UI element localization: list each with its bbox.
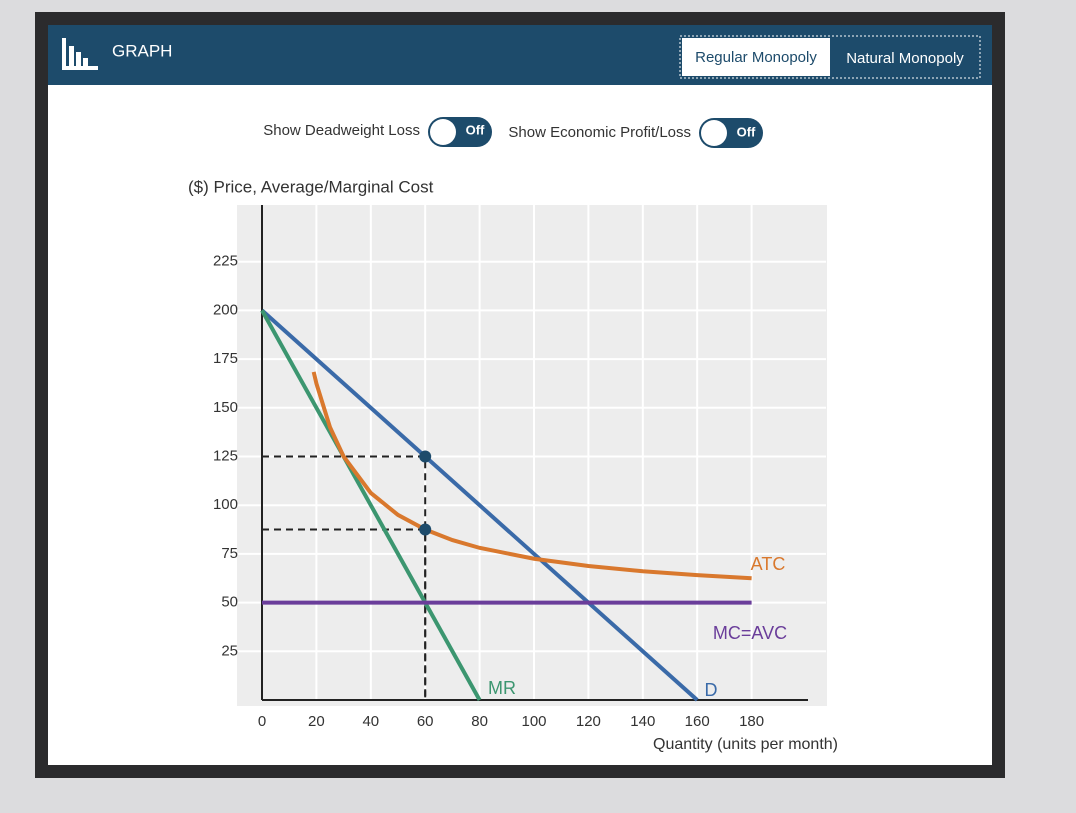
toggle-label: Show Economic Profit/Loss — [508, 124, 691, 141]
point — [419, 450, 432, 463]
tab-label[interactable]: Regular Monopoly — [695, 49, 817, 66]
x-tick-label: 0 — [258, 713, 266, 730]
series-label: D — [705, 680, 718, 700]
y-tick-label: 225 — [213, 253, 238, 270]
x-tick-label: 80 — [471, 713, 488, 730]
y-tick-label: 125 — [213, 447, 238, 464]
series-line — [260, 308, 699, 702]
y-tick-label: 175 — [213, 350, 238, 367]
x-tick-label: 100 — [521, 713, 546, 730]
plot: 0 20 40 60 80 100 120 140 160 180 25 50 75 100 125 150 1… — [213, 205, 826, 730]
tab[interactable] — [682, 38, 830, 76]
x-tick-label: 160 — [685, 713, 710, 730]
guide-line — [262, 528, 427, 700]
tab-group — [679, 35, 981, 79]
toggle-label: Show Deadweight Loss — [263, 122, 420, 139]
graph-icon — [62, 38, 98, 70]
x-tick-label: 140 — [630, 713, 655, 730]
y-tick-label: 50 — [221, 594, 238, 611]
toggle-state: Off — [737, 124, 756, 139]
toggle-state: Off — [466, 122, 485, 137]
y-tick-label: 25 — [221, 642, 238, 659]
point — [419, 523, 432, 536]
y-tick-label: 100 — [213, 496, 238, 513]
series-line — [311, 371, 752, 581]
y-axis-title: ($) Price, Average/Marginal Cost — [188, 177, 434, 196]
tab[interactable] — [832, 38, 978, 76]
x-axis-title: Quantity (units per month) — [653, 736, 838, 753]
series-line — [260, 309, 482, 701]
series-label: ATC — [751, 554, 786, 574]
series-label: MC=AVC — [713, 623, 787, 643]
series-label: MR — [488, 678, 516, 698]
y-tick-label: 75 — [221, 545, 238, 562]
x-tick-label: 40 — [362, 713, 379, 730]
x-tick-label: 20 — [308, 713, 325, 730]
header-title: GRAPH — [112, 41, 172, 60]
y-tick-label: 150 — [213, 399, 238, 416]
x-tick-label: 60 — [417, 713, 434, 730]
toggle-knob — [430, 119, 456, 145]
x-tick-label: 120 — [576, 713, 601, 730]
y-tick-label: 200 — [213, 301, 238, 318]
tab-label[interactable]: Natural Monopoly — [846, 50, 964, 67]
x-tick-label: 180 — [739, 713, 764, 730]
toggle-knob — [701, 120, 727, 146]
